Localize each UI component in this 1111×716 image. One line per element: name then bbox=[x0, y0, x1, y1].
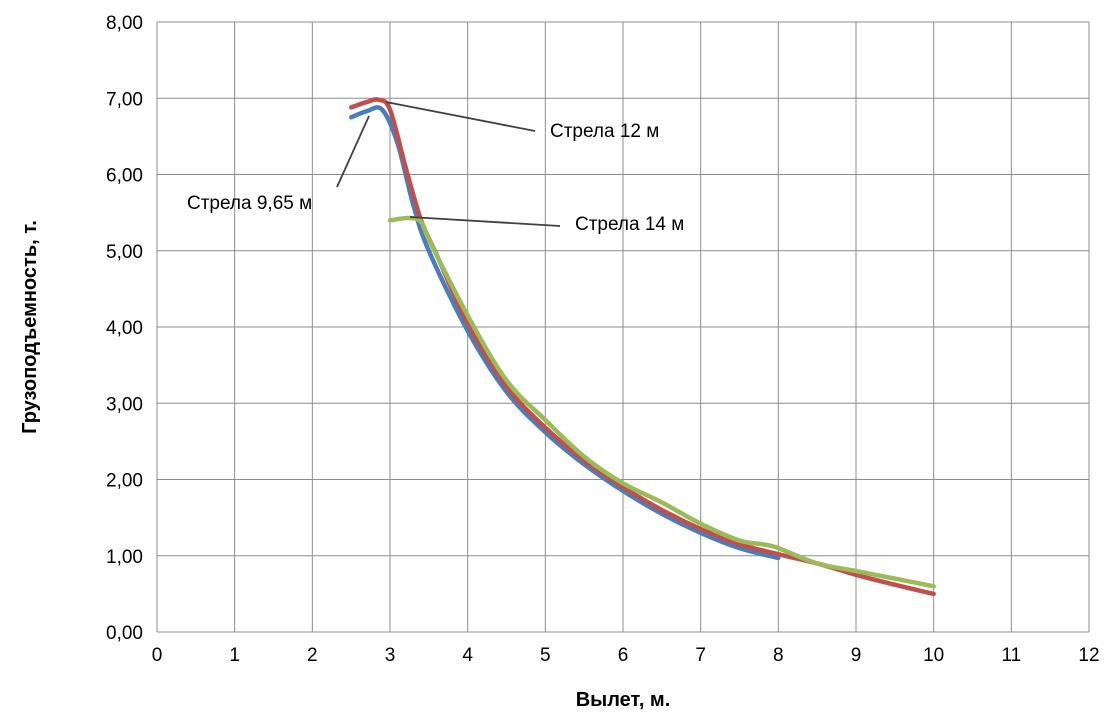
y-tick-label: 6,00 bbox=[106, 166, 143, 187]
x-tick-labels: 0 1 2 3 4 5 6 7 8 9 10 11 12 bbox=[152, 645, 1100, 666]
x-tick-label: 8 bbox=[773, 645, 784, 666]
y-tick-labels: 0,00 1,00 2,00 3,00 4,00 5,00 6,00 7,00 8,00 bbox=[106, 13, 143, 644]
y-tick-label: 0,00 bbox=[106, 623, 143, 644]
series-line-1 bbox=[348, 105, 781, 561]
series-line-3 bbox=[387, 215, 936, 589]
grid bbox=[156, 21, 1090, 633]
x-tick-label: 12 bbox=[1078, 645, 1099, 666]
series-lines bbox=[348, 97, 936, 597]
annotation-label: Стрела 14 м bbox=[575, 214, 684, 235]
y-tick-label: 4,00 bbox=[106, 318, 143, 339]
x-tick-label: 7 bbox=[695, 645, 706, 666]
y-tick-label: 7,00 bbox=[106, 89, 143, 110]
x-tick-label: 1 bbox=[229, 645, 240, 666]
annotation-leader bbox=[336, 115, 370, 188]
x-tick-label: 11 bbox=[1001, 645, 1021, 666]
y-tick-label: 5,00 bbox=[106, 242, 143, 263]
x-tick-label: 9 bbox=[851, 645, 862, 666]
annotation-leader bbox=[409, 216, 561, 227]
annotation-label: Стрела 9,65 м bbox=[187, 193, 312, 214]
x-tick-label: 10 bbox=[923, 645, 944, 666]
x-tick-label: 4 bbox=[462, 645, 473, 666]
y-tick-label: 1,00 bbox=[106, 547, 143, 568]
x-tick-label: 3 bbox=[385, 645, 396, 666]
annotations: Стрела 12 м Стрела 9,65 м Стрела 14 м bbox=[187, 101, 684, 235]
x-tick-label: 2 bbox=[307, 645, 318, 666]
annotation-leader bbox=[385, 101, 536, 132]
x-tick-label: 6 bbox=[618, 645, 629, 666]
x-axis-label: Вылет, м. bbox=[576, 689, 671, 711]
x-tick-label: 5 bbox=[540, 645, 551, 666]
x-tick-label: 0 bbox=[152, 645, 163, 666]
annotation-label: Стрела 12 м bbox=[550, 121, 659, 142]
y-axis-label: Грузоподъемность, т. bbox=[19, 220, 41, 434]
y-tick-label: 8,00 bbox=[106, 13, 143, 34]
y-tick-label: 2,00 bbox=[106, 471, 143, 492]
y-tick-label: 3,00 bbox=[106, 394, 143, 415]
